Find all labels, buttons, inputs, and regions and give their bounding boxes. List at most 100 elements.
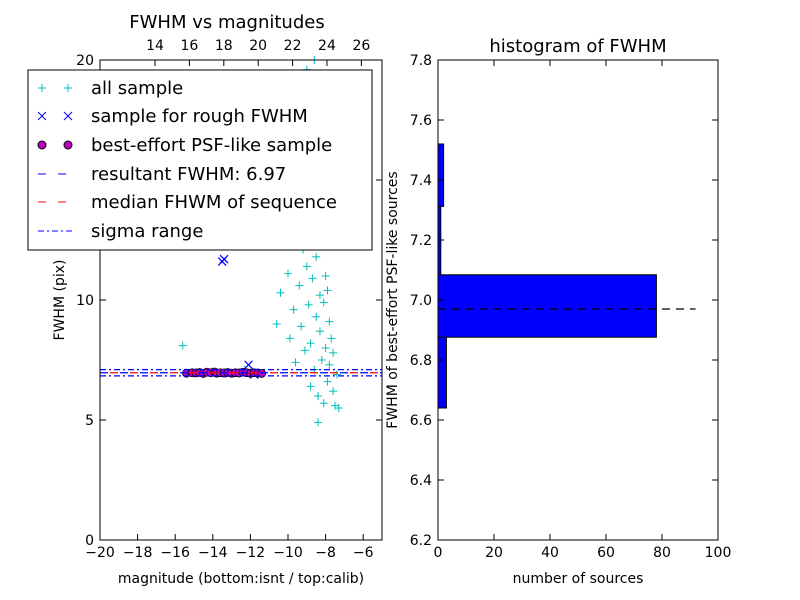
data-point-plus [304, 300, 313, 309]
top-x-tick-label: 24 [318, 38, 336, 54]
data-point-plus [321, 344, 330, 352]
data-point-plus [315, 327, 324, 336]
data-point-plus [325, 360, 334, 369]
data-point-plus [317, 356, 326, 364]
data-point-plus [319, 298, 328, 307]
x-tick-label: 20 [485, 545, 503, 561]
data-point-plus [327, 334, 336, 343]
x-tick-label: −12 [236, 545, 266, 561]
y-tick-label: 6.4 [410, 473, 432, 489]
x-tick-label: 100 [705, 545, 732, 561]
left-chart-title: FWHM vs magnitudes [129, 12, 324, 33]
y-tick-label: 5 [85, 413, 94, 429]
right-chart-title: histogram of FWHM [489, 36, 666, 57]
legend-box [27, 69, 373, 251]
data-point-plus [306, 382, 315, 391]
x-tick-label: 60 [597, 545, 615, 561]
data-point-plus [295, 281, 304, 290]
legend-label: sigma range [91, 221, 203, 242]
x-tick-label: −16 [160, 545, 190, 561]
x-tick-label: 0 [434, 545, 443, 561]
data-point-plus [297, 322, 306, 331]
left-ticks: −20−18−16−14−12−10−8−6051015201416182022… [76, 38, 382, 561]
legend-plus-marker [38, 84, 72, 92]
x-tick-label: −6 [353, 545, 374, 561]
legend-entry-resultant-fwhm: resultant FWHM: 6.97 [38, 164, 286, 185]
histogram-bar [437, 143, 445, 207]
data-point-plus [276, 288, 285, 297]
y-tick-label: 6.6 [410, 413, 432, 429]
x-tick-label: 40 [541, 545, 559, 561]
x-tick-label: −10 [273, 545, 303, 561]
y-tick-label: 7.8 [410, 53, 432, 69]
x-tick-label: −8 [315, 545, 336, 561]
data-point-plus [319, 399, 328, 408]
left-x-axis-label: magnitude (bottom:isnt / top:calib) [118, 571, 364, 587]
legend-label: sample for rough FWHM [91, 106, 308, 127]
data-point-x [217, 257, 227, 267]
histogram-bar [437, 336, 447, 409]
y-tick-label: 20 [76, 53, 94, 69]
x-tick-label: −18 [123, 545, 153, 561]
data-point-plus [312, 252, 321, 261]
data-point-plus [308, 274, 317, 283]
data-point-plus [332, 370, 341, 379]
data-point-plus [329, 387, 338, 396]
scatter-plot: FWHM vs magnitudes −20 −18 −16 −14 −12 −10 −8 −… [27, 12, 383, 587]
legend-circle-marker [37, 140, 73, 150]
data-point-plus [285, 334, 294, 343]
legend-entry-sigma-range: sigma range [38, 221, 203, 242]
left-y-axis-label: FWHM (pix) [52, 260, 68, 341]
data-point-plus [289, 305, 298, 314]
data-point-plus [334, 404, 343, 412]
top-x-tick-label: 14 [146, 38, 164, 54]
top-x-tick-label: 20 [249, 38, 267, 54]
legend-label: best-effort PSF-like sample [91, 135, 332, 156]
data-point-plus [314, 392, 323, 400]
data-point-plus [312, 312, 321, 321]
legend-label: all sample [91, 78, 183, 99]
right-y-axis-label: FWHM of best-effort PSF-like sources [385, 171, 401, 428]
top-x-tick-label: 16 [181, 38, 199, 54]
x-tick-label: −14 [198, 545, 228, 561]
data-point-plus [314, 418, 323, 427]
top-x-tick-label: 26 [352, 38, 370, 54]
data-point-plus [323, 377, 332, 386]
histogram-bar [437, 274, 657, 338]
top-x-tick-label: 18 [215, 38, 233, 54]
y-tick-label: 0 [85, 533, 94, 549]
legend: all sample sample for rough FWHM best-ef… [27, 69, 373, 251]
x-tick-label: −20 [85, 545, 115, 561]
data-point-plus [272, 320, 281, 328]
data-point-plus [291, 358, 300, 367]
data-point-plus [300, 346, 309, 355]
data-point-plus [325, 317, 334, 326]
x-tick-label: 80 [653, 545, 671, 561]
data-point-plus [302, 262, 311, 271]
data-point-plus [329, 348, 338, 357]
histogram-plot: histogram of FWHM 0 20 40 60 80 100 6.2 6.4 6.6 6… [385, 36, 731, 587]
legend-label: resultant FWHM: 6.97 [91, 164, 286, 185]
data-point-x [244, 360, 253, 370]
data-point-plus [178, 341, 187, 350]
legend-label: median FHWM of sequence [91, 192, 337, 213]
y-tick-label: 6.2 [410, 533, 432, 549]
legend-entry-median-fwhm: median FHWM of sequence [38, 192, 337, 213]
y-tick-label: 7.6 [410, 113, 432, 129]
data-point-plus [306, 339, 315, 348]
legend-entry-rough-fwhm: sample for rough FWHM [37, 106, 308, 127]
legend-entry-all-sample: all sample [38, 78, 183, 99]
legend-entry-psf-sample: best-effort PSF-like sample [37, 135, 332, 156]
top-x-tick-label: 22 [284, 38, 302, 54]
data-point-plus [315, 291, 324, 300]
right-data-marks [437, 143, 696, 409]
y-tick-label: 7.4 [410, 173, 432, 189]
right-ticks: 0 20 40 60 80 100 6.2 6.4 6.6 6.8 7.0 7.2 7.4 7.6 7.8 [410, 53, 732, 561]
y-tick-label: 6.8 [410, 353, 432, 369]
data-point-plus [323, 286, 332, 295]
y-tick-label: 10 [76, 293, 94, 309]
right-x-axis-label: number of sources [513, 571, 644, 587]
left-data-marks [100, 56, 382, 427]
legend-x-marker [37, 111, 73, 121]
